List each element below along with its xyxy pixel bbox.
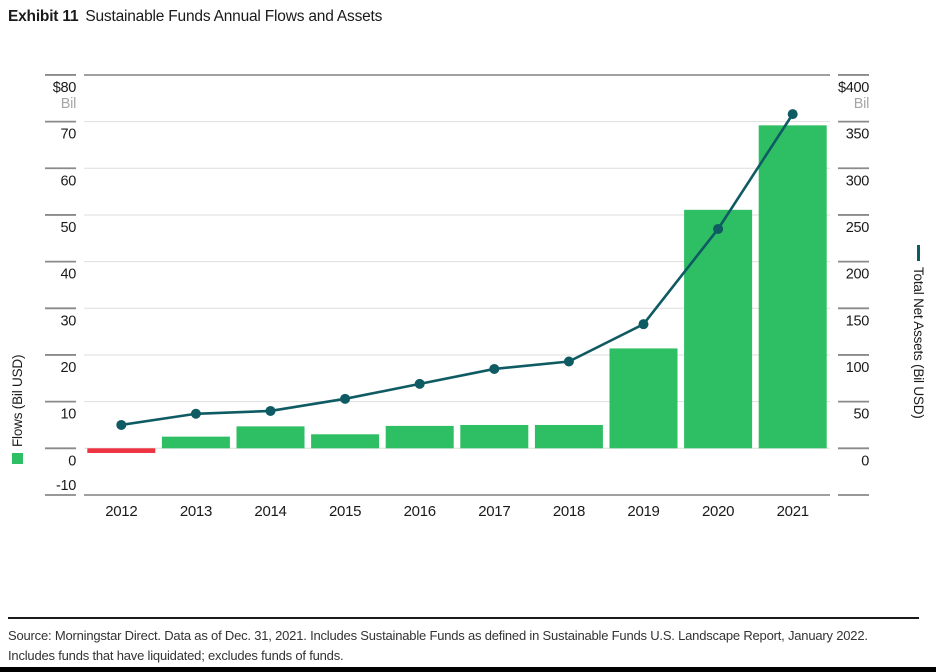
- left-axis-title-text: Flows (Bil USD): [10, 354, 25, 447]
- exhibit-number: Exhibit 11: [8, 8, 79, 25]
- svg-text:60: 60: [60, 173, 76, 189]
- left-axis-title: Flows (Bil USD): [10, 355, 25, 464]
- svg-text:2012: 2012: [105, 503, 137, 520]
- svg-text:$80: $80: [53, 80, 77, 96]
- svg-text:40: 40: [60, 267, 76, 283]
- assets-legend-dash-icon: [917, 245, 920, 261]
- svg-text:350: 350: [846, 127, 870, 143]
- svg-text:70: 70: [60, 127, 76, 143]
- page-bottom-border: [0, 667, 936, 672]
- svg-text:10: 10: [60, 407, 76, 423]
- svg-text:20: 20: [60, 360, 76, 376]
- svg-text:$400: $400: [838, 80, 869, 96]
- svg-text:2019: 2019: [627, 503, 659, 520]
- svg-text:2016: 2016: [404, 503, 436, 520]
- svg-text:250: 250: [846, 220, 870, 236]
- chart-title: Exhibit 11 Sustainable Funds Annual Flows…: [8, 8, 382, 26]
- footer-divider: [8, 617, 919, 619]
- svg-text:2017: 2017: [478, 503, 510, 520]
- source-note: Source: Morningstar Direct. Data as of D…: [8, 628, 868, 664]
- svg-text:Bil: Bil: [61, 96, 76, 112]
- svg-text:Bil: Bil: [854, 96, 869, 112]
- svg-text:30: 30: [60, 313, 76, 329]
- svg-text:2014: 2014: [254, 503, 286, 520]
- svg-text:2020: 2020: [702, 503, 734, 520]
- svg-text:50: 50: [60, 220, 76, 236]
- svg-text:2021: 2021: [777, 503, 809, 520]
- svg-text:2015: 2015: [329, 503, 361, 520]
- right-axis-title: Total Net Assets (Bil USD): [911, 245, 926, 419]
- flows-legend-swatch-icon: [12, 453, 23, 464]
- svg-text:100: 100: [846, 360, 870, 376]
- right-axis-title-text: Total Net Assets (Bil USD): [911, 267, 926, 419]
- flows-assets-chart: $80Bil706050403020100-10$400Bil350300250…: [45, 74, 870, 520]
- svg-text:150: 150: [846, 313, 870, 329]
- svg-text:300: 300: [846, 173, 870, 189]
- svg-text:200: 200: [846, 267, 870, 283]
- chart-title-text: Sustainable Funds Annual Flows and Asset…: [85, 8, 383, 25]
- svg-text:2013: 2013: [180, 503, 212, 520]
- svg-text:0: 0: [68, 453, 76, 469]
- svg-text:-10: -10: [56, 478, 76, 494]
- svg-text:50: 50: [853, 407, 869, 423]
- svg-text:0: 0: [861, 453, 869, 469]
- svg-text:2018: 2018: [553, 503, 585, 520]
